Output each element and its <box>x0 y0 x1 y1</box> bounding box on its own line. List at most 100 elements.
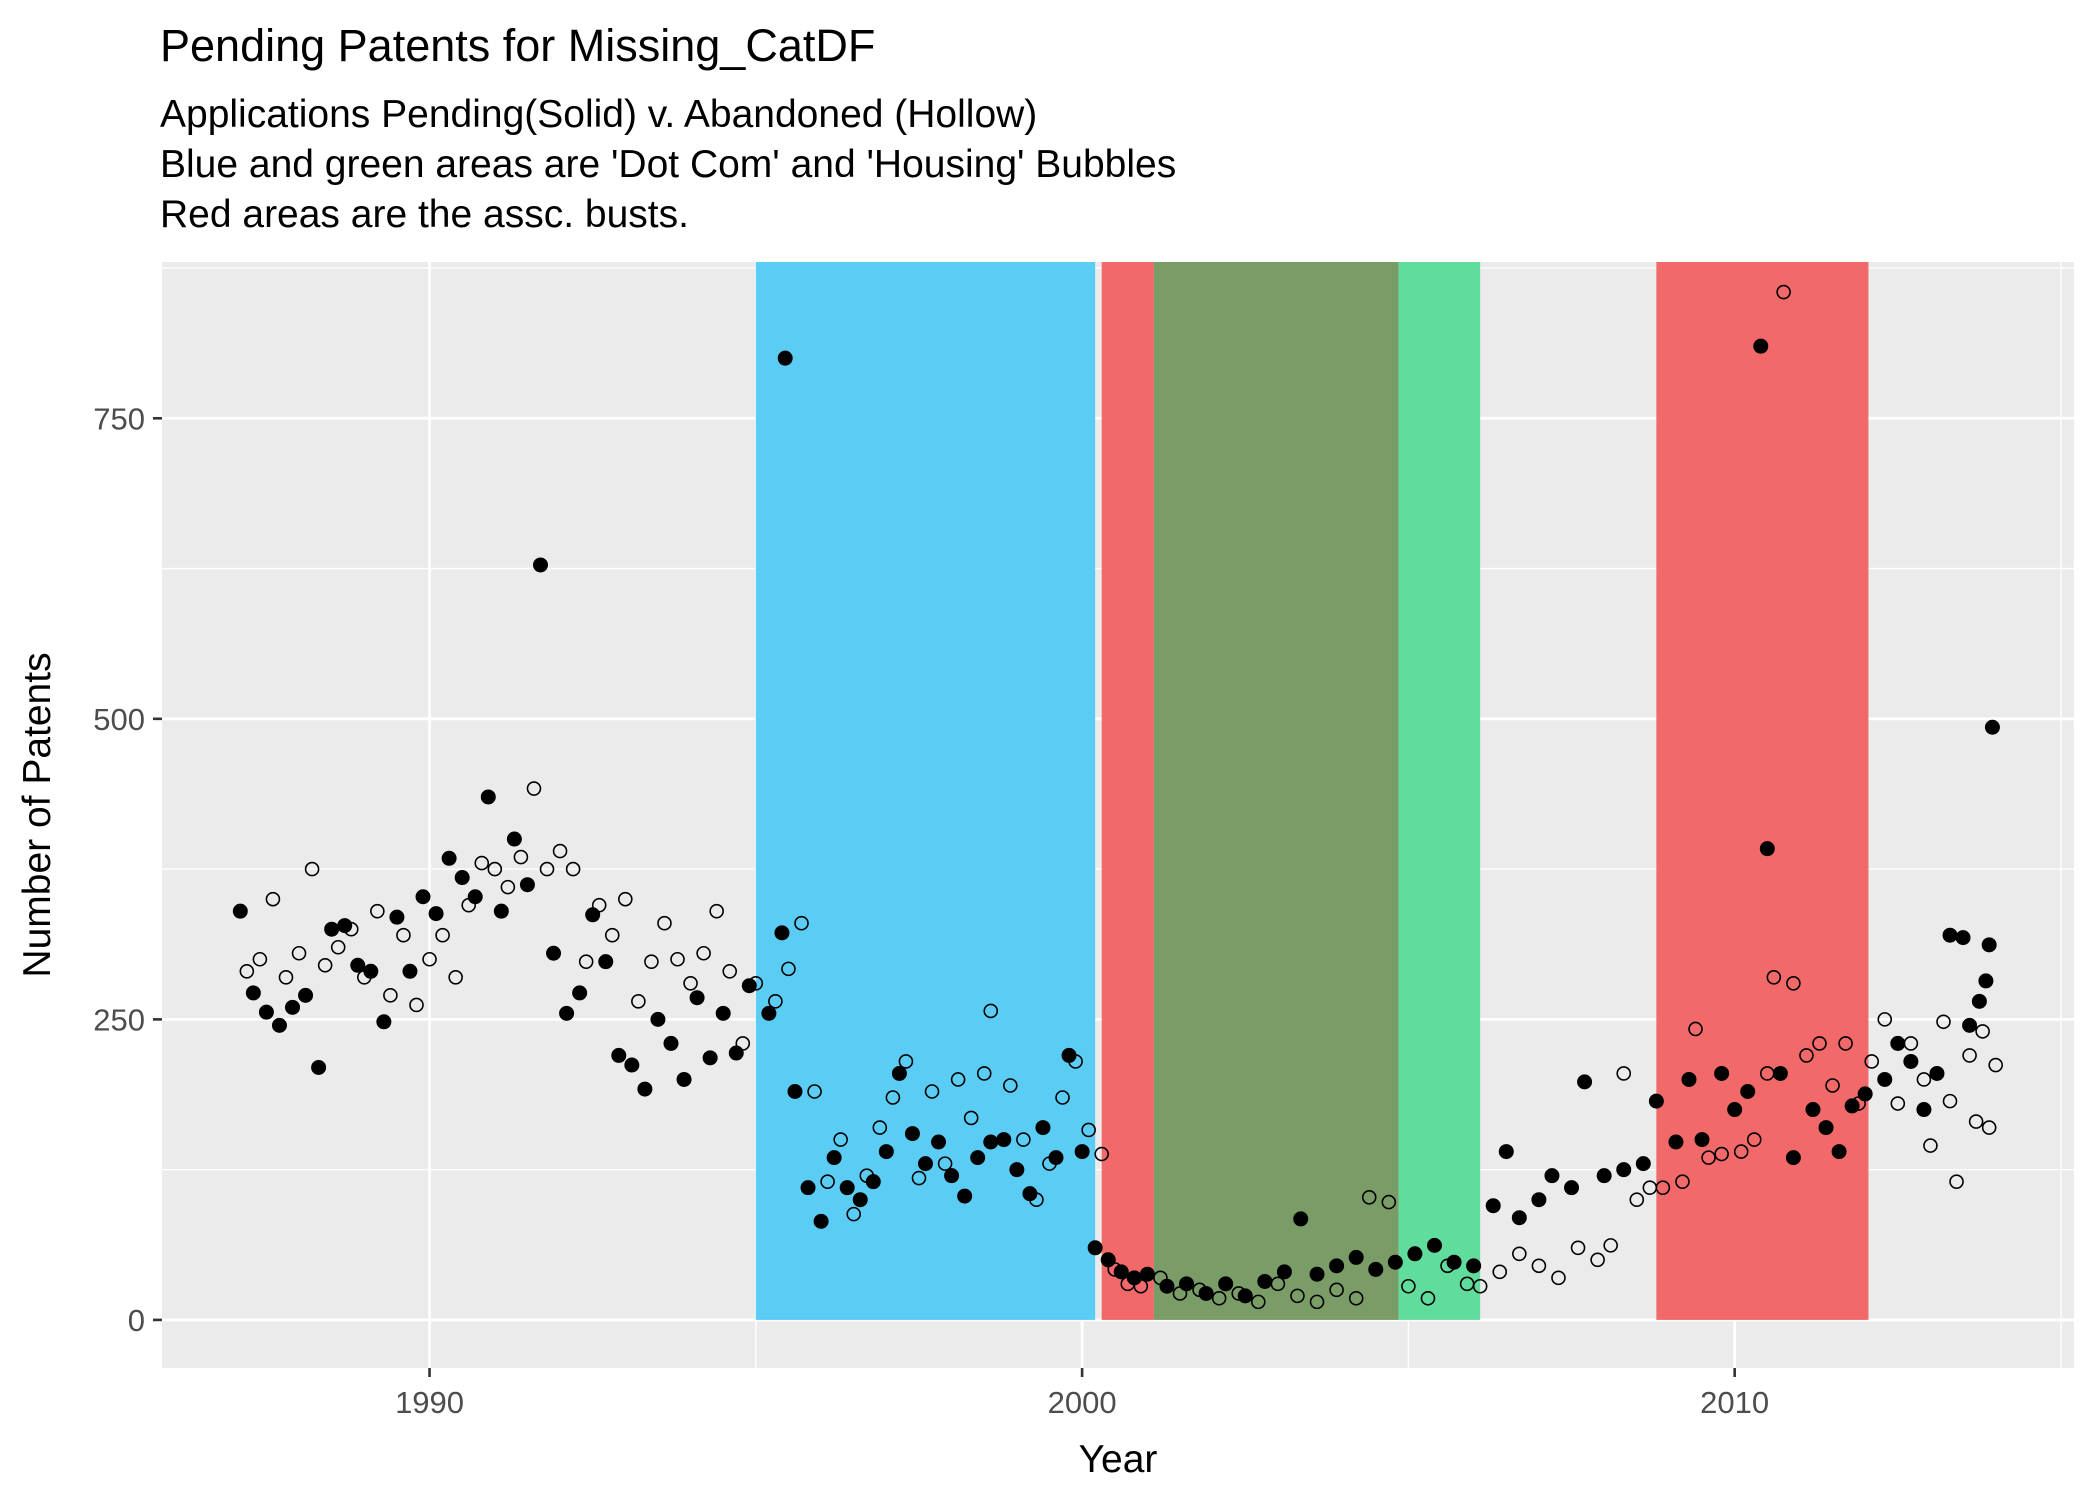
pending-point <box>1565 1181 1579 1195</box>
pending-point <box>586 908 600 922</box>
x-tick-label: 1990 <box>395 1385 464 1420</box>
pending-point <box>716 1006 730 1020</box>
pending-point <box>932 1135 946 1149</box>
pending-point <box>1408 1247 1422 1261</box>
pending-point <box>1258 1274 1272 1288</box>
pending-point <box>1140 1267 1154 1281</box>
pending-point <box>1773 1066 1787 1080</box>
pending-point <box>403 964 417 978</box>
pending-point <box>1832 1145 1846 1159</box>
pending-point <box>1891 1036 1905 1050</box>
pending-point <box>233 904 247 918</box>
pending-point <box>892 1066 906 1080</box>
pending-point <box>1088 1241 1102 1255</box>
pending-point <box>1010 1163 1024 1177</box>
pending-point <box>1649 1094 1663 1108</box>
pending-point <box>533 558 547 572</box>
pending-point <box>1943 928 1957 942</box>
pending-point <box>1636 1157 1650 1171</box>
pending-point <box>1979 974 1993 988</box>
pending-point <box>1806 1103 1820 1117</box>
pending-point <box>1858 1087 1872 1101</box>
pending-point <box>1819 1121 1833 1135</box>
pending-point <box>1532 1193 1546 1207</box>
pending-point <box>286 1000 300 1014</box>
pending-point <box>905 1127 919 1141</box>
pending-point <box>814 1214 828 1228</box>
pending-point <box>1597 1169 1611 1183</box>
pending-point <box>612 1048 626 1062</box>
pending-point <box>958 1189 972 1203</box>
pending-point <box>1917 1103 1931 1117</box>
pending-point <box>1754 339 1768 353</box>
pending-point <box>599 955 613 969</box>
pending-point <box>945 1169 959 1183</box>
pending-point <box>1878 1072 1892 1086</box>
pending-point <box>573 986 587 1000</box>
pending-point <box>664 1036 678 1050</box>
pending-point <box>1294 1212 1308 1226</box>
pending-point <box>1310 1267 1324 1281</box>
pending-point <box>1388 1255 1402 1269</box>
y-tick-label: 500 <box>93 702 145 737</box>
pending-point <box>1075 1145 1089 1159</box>
pending-point <box>1427 1238 1441 1252</box>
pending-point <box>1180 1277 1194 1291</box>
pending-point <box>1349 1250 1363 1264</box>
overlap-region <box>1154 262 1399 1320</box>
pending-point <box>1972 994 1986 1008</box>
pending-point <box>625 1058 639 1072</box>
pending-point <box>442 851 456 865</box>
pending-point <box>827 1151 841 1165</box>
pending-point <box>390 910 404 924</box>
pending-point <box>1728 1103 1742 1117</box>
pending-point <box>1963 1018 1977 1032</box>
pending-point <box>1545 1169 1559 1183</box>
pending-point <box>638 1082 652 1096</box>
pending-point <box>1695 1133 1709 1147</box>
pending-point <box>971 1151 985 1165</box>
pending-point <box>729 1046 743 1060</box>
pending-point <box>547 946 561 960</box>
pending-point <box>1682 1072 1696 1086</box>
pending-point <box>879 1145 893 1159</box>
pending-point <box>1985 720 1999 734</box>
pending-point <box>1930 1066 1944 1080</box>
pending-point <box>801 1181 815 1195</box>
pending-point <box>984 1135 998 1149</box>
pending-point <box>468 890 482 904</box>
y-tick-label: 250 <box>93 1002 145 1037</box>
x-axis-title: Year <box>1079 1438 1158 1481</box>
pending-point <box>1956 931 1970 945</box>
y-tick-label: 750 <box>93 401 145 436</box>
pending-point <box>1499 1145 1513 1159</box>
pending-point <box>1982 938 1996 952</box>
pending-point <box>351 958 365 972</box>
pending-point <box>1760 842 1774 856</box>
pending-point <box>312 1060 326 1074</box>
pending-point <box>1617 1163 1631 1177</box>
pending-point <box>1669 1135 1683 1149</box>
housing-bubble-region <box>1399 262 1481 1320</box>
pending-point <box>481 790 495 804</box>
pending-point <box>1369 1262 1383 1276</box>
pending-point <box>762 1006 776 1020</box>
pending-point <box>560 1006 574 1020</box>
dot-com-bust-region <box>1102 262 1154 1320</box>
pending-point <box>1715 1066 1729 1080</box>
pending-point <box>416 890 430 904</box>
pending-point <box>775 926 789 940</box>
pending-point <box>507 832 521 846</box>
pending-point <box>377 1015 391 1029</box>
pending-point <box>1036 1121 1050 1135</box>
pending-point <box>455 871 469 885</box>
pending-point <box>1277 1265 1291 1279</box>
pending-point <box>1741 1085 1755 1099</box>
pending-point <box>677 1072 691 1086</box>
pending-point <box>788 1085 802 1099</box>
pending-point <box>651 1012 665 1026</box>
pending-point <box>1330 1259 1344 1273</box>
pending-point <box>1904 1054 1918 1068</box>
pending-point <box>1467 1259 1481 1273</box>
